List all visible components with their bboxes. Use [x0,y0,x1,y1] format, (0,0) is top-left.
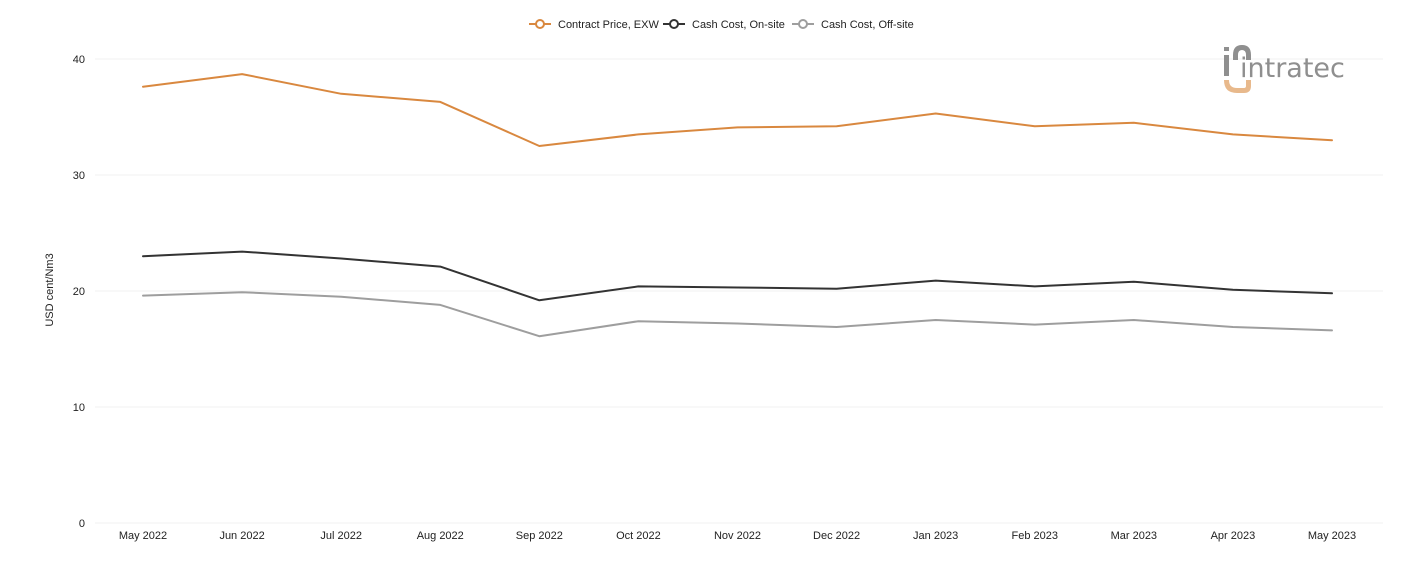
series-lines [137,68,1338,342]
data-point[interactable] [1128,276,1140,288]
data-point[interactable] [236,286,248,298]
x-tick-label: Jul 2022 [320,530,362,542]
data-point[interactable] [831,321,843,333]
data-point[interactable] [434,299,446,311]
x-tick-label: Jan 2023 [913,530,958,542]
data-point[interactable] [335,253,347,265]
series-line-0 [142,73,1333,147]
data-point[interactable] [930,314,942,326]
data-point[interactable] [632,280,644,292]
data-point[interactable] [1029,319,1041,331]
legend-marker-icon [798,19,808,29]
x-tick-label: Oct 2022 [616,530,661,542]
legend-marker-icon [535,19,545,29]
data-point[interactable] [137,81,149,93]
series-line-2 [142,291,1333,338]
data-point[interactable] [732,121,744,133]
legend-marker-icon [669,19,679,29]
data-point[interactable] [236,246,248,258]
legend: Contract Price, EXW Cash Cost, On-site Cas… [529,19,914,31]
x-axis-ticks: May 2022 Jun 2022 Jul 2022 Aug 2022 Sep 2022… [119,530,1356,542]
y-tick-label: 0 [79,518,85,530]
x-tick-label: Nov 2022 [714,530,761,542]
data-point[interactable] [632,128,644,140]
x-tick-label: Mar 2023 [1111,530,1157,542]
x-tick-label: Apr 2023 [1211,530,1256,542]
data-point[interactable] [1227,321,1239,333]
data-point[interactable] [1326,134,1338,146]
x-tick-label: May 2022 [119,530,167,542]
legend-item[interactable]: Cash Cost, Off-site [792,19,914,31]
data-point[interactable] [831,283,843,295]
data-point[interactable] [1029,120,1041,132]
data-point[interactable] [434,261,446,273]
data-point[interactable] [632,315,644,327]
y-tick-label: 30 [73,170,85,182]
data-point[interactable] [236,68,248,80]
y-tick-label: 10 [73,402,85,414]
data-point[interactable] [1227,128,1239,140]
data-point[interactable] [1326,324,1338,336]
legend-label: Cash Cost, Off-site [821,19,914,31]
legend-item[interactable]: Cash Cost, On-site [663,19,785,31]
intratec-logo: intratec [1224,45,1345,93]
data-point[interactable] [732,317,744,329]
x-tick-label: Aug 2022 [417,530,464,542]
data-point[interactable] [1128,117,1140,129]
data-point[interactable] [533,140,545,152]
data-point[interactable] [1128,314,1140,326]
legend-label: Contract Price, EXW [558,19,659,31]
data-point[interactable] [930,108,942,120]
x-tick-label: Dec 2022 [813,530,860,542]
data-point[interactable] [137,250,149,262]
logo-accent-icon [1224,80,1251,93]
data-point[interactable] [732,282,744,294]
data-point[interactable] [831,120,843,132]
data-point[interactable] [1227,284,1239,296]
data-point[interactable] [434,96,446,108]
legend-label: Cash Cost, On-site [692,19,785,31]
x-tick-label: Feb 2023 [1012,530,1058,542]
logo-mark-icon [1224,45,1251,76]
data-point[interactable] [533,330,545,342]
x-tick-label: Jun 2022 [219,530,264,542]
y-tick-label: 20 [73,286,85,298]
data-point[interactable] [930,275,942,287]
x-tick-label: May 2023 [1308,530,1356,542]
data-point[interactable] [335,88,347,100]
data-point[interactable] [1029,280,1041,292]
data-point[interactable] [335,291,347,303]
legend-item[interactable]: Contract Price, EXW [529,19,659,31]
y-axis-ticks: 0 10 20 30 40 [73,54,85,530]
grid-lines [95,58,1383,524]
series-line-1 [142,250,1333,302]
y-axis-label: USD cent/Nm3 [44,253,56,326]
logo-wordmark: intratec [1240,53,1345,84]
data-point[interactable] [137,290,149,302]
x-tick-label: Sep 2022 [516,530,563,542]
data-point[interactable] [533,294,545,306]
y-tick-label: 40 [73,54,85,66]
data-point[interactable] [1326,287,1338,299]
